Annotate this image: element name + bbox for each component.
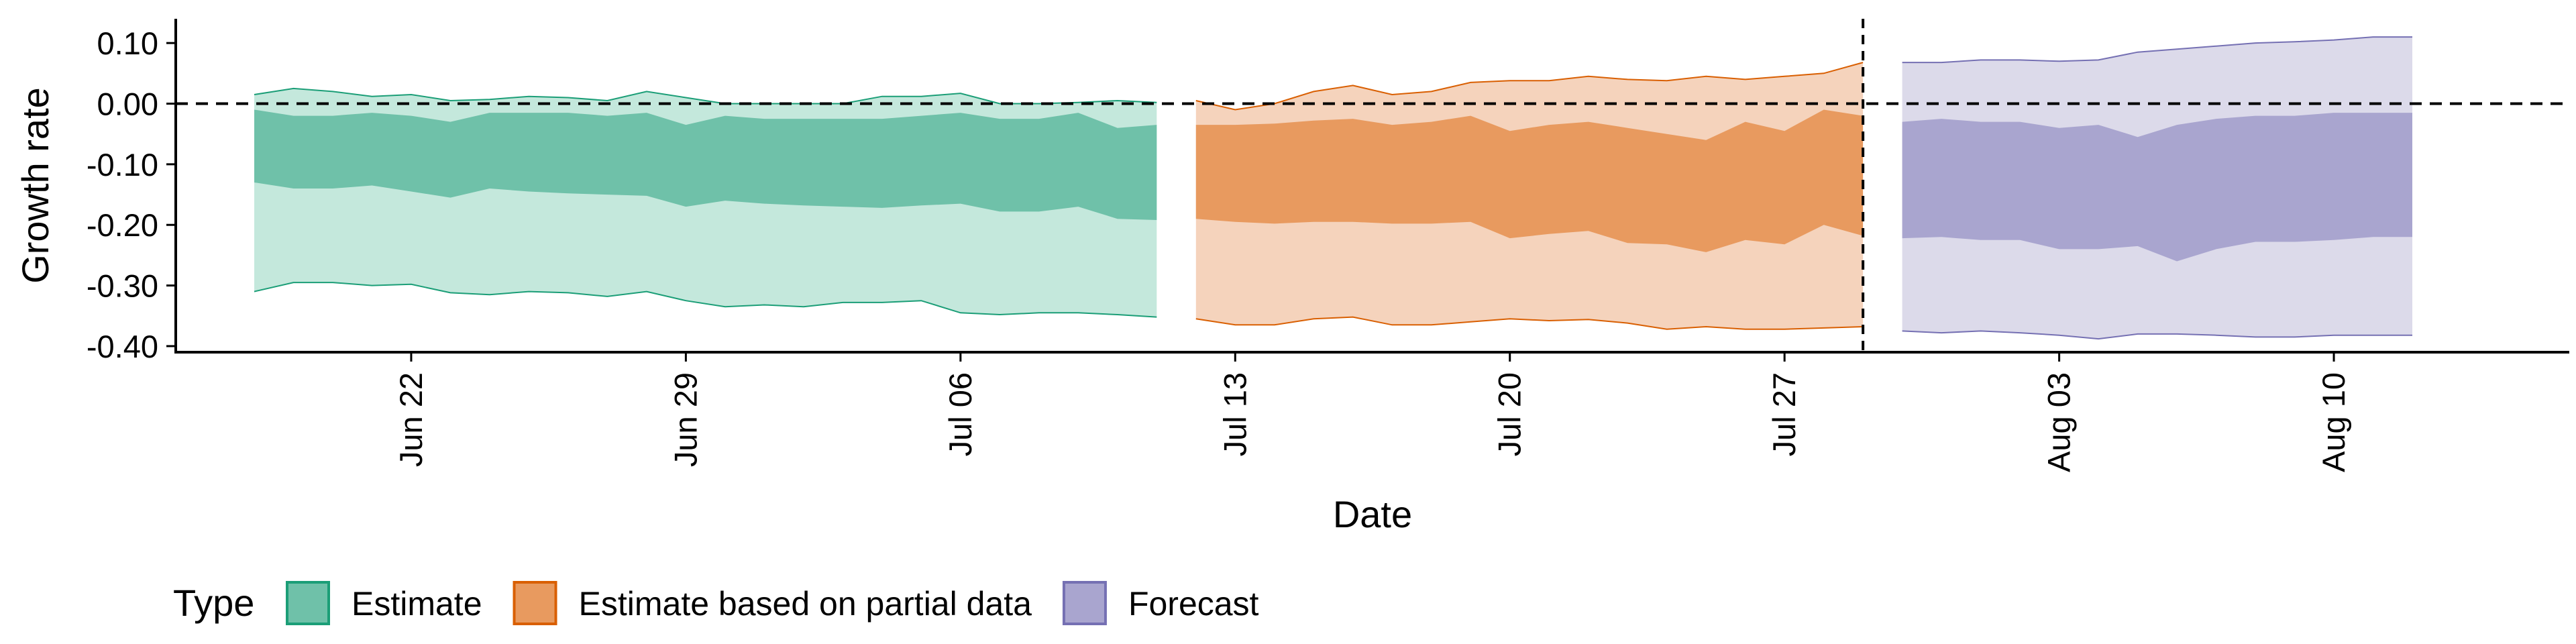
x-tick-label: Jul 27	[1766, 372, 1802, 456]
lower-bound-line-estimate-based-on-partial-data	[1195, 316, 1864, 330]
x-tick-label: Jul 20	[1492, 372, 1527, 456]
band-50-estimate-based-on-partial-data	[1195, 109, 1864, 252]
band-50-forecast	[1902, 113, 2412, 262]
y-axis-title: Growth rate	[14, 87, 56, 284]
y-tick-label: -0.20	[87, 207, 158, 243]
x-tick-label: Aug 03	[2041, 372, 2077, 472]
x-tick-label: Jul 06	[943, 372, 978, 456]
y-tick-label: -0.10	[87, 147, 158, 182]
band-50-estimate	[254, 109, 1157, 220]
x-tick-label: Jul 13	[1217, 372, 1252, 456]
legend-label-forecast: Forecast	[1128, 585, 1259, 623]
legend-swatch-forecast	[1062, 581, 1107, 625]
y-tick-label: -0.30	[87, 268, 158, 304]
legend: Type Estimate Estimate based on partial d…	[173, 581, 1259, 625]
legend-swatch-estimate	[286, 581, 330, 625]
x-tick-label: Jun 29	[667, 372, 703, 467]
legend-label-estimate: Estimate	[352, 585, 482, 623]
legend-label-estimate-based-on-partial-data: Estimate based on partial data	[579, 585, 1032, 623]
lower-bound-line-estimate	[254, 282, 1157, 318]
x-tick-label: Aug 10	[2316, 372, 2351, 472]
lower-bound-line-forecast	[1902, 330, 2412, 340]
legend-title: Type	[173, 582, 254, 624]
y-tick-label: 0.00	[97, 87, 158, 122]
upper-bound-line-forecast	[1902, 36, 2412, 64]
x-tick-label: Jun 22	[393, 372, 429, 467]
plot-area	[176, 19, 2569, 352]
legend-swatch-estimate-based-on-partial-data	[513, 581, 557, 625]
upper-bound-line-estimate-based-on-partial-data	[1195, 62, 1864, 111]
y-tick-label: -0.40	[87, 329, 158, 364]
axes: Growth rate Date 0.10 0.00 -0.10 -0.20 -0.30…	[14, 19, 2569, 535]
y-tick-label: 0.10	[97, 25, 158, 61]
x-axis-title: Date	[1333, 493, 1412, 535]
